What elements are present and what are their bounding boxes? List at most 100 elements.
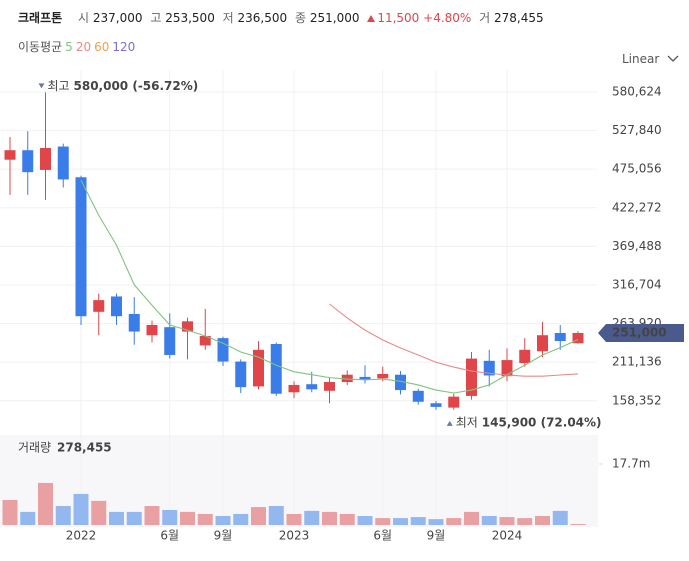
chevron xyxy=(667,55,679,62)
candle-body xyxy=(253,349,264,387)
ma-legend-item: 60 xyxy=(94,40,110,54)
candle-body xyxy=(554,333,566,342)
change-pct: +4.80% xyxy=(423,11,472,25)
candle-body xyxy=(377,373,389,379)
value: 278,455 xyxy=(494,11,544,25)
candle-body xyxy=(466,358,477,396)
price-badge-label: 251,000 xyxy=(612,326,667,340)
ma-legend-item: 20 xyxy=(75,40,92,54)
ma-title: 이동평균 xyxy=(18,40,63,54)
volume-bar xyxy=(2,500,18,525)
candle-body xyxy=(341,374,353,383)
volume-bar xyxy=(517,518,533,525)
candle-body xyxy=(217,338,229,362)
volume-bar xyxy=(268,506,284,525)
candle-body xyxy=(501,360,513,377)
header: 크래프톤 시 237,000 고 253,500 저 236,500 종 251… xyxy=(18,9,544,26)
label: 저 xyxy=(222,11,234,25)
candle-body xyxy=(270,343,282,394)
value: 253,500 xyxy=(165,11,215,25)
volume-bar xyxy=(446,518,462,525)
ma-line xyxy=(80,179,579,394)
volume-bar xyxy=(215,516,231,525)
volume-bar xyxy=(428,519,444,525)
volume-bar xyxy=(304,510,320,525)
scale-label: Linear xyxy=(622,52,660,66)
volume-bar xyxy=(55,506,71,525)
volume-bar xyxy=(20,511,36,525)
volume-bar xyxy=(109,511,124,525)
candle-body xyxy=(519,349,531,364)
ma-legend: 이동평균 5 20 60 120 xyxy=(18,38,138,55)
volume-bar xyxy=(197,513,213,525)
candle-body xyxy=(572,333,584,344)
volume-bar xyxy=(499,517,515,525)
ma-legend-item: 5 xyxy=(65,40,73,54)
candle-body xyxy=(146,324,158,336)
value: 251,000 xyxy=(309,11,360,25)
label: 종 xyxy=(294,11,307,25)
candle-body xyxy=(164,327,176,355)
x-tick-label: 6월 xyxy=(160,529,179,543)
volume-bar xyxy=(286,513,302,525)
annotation-marker xyxy=(446,420,453,426)
y-tick-label: 422,272 xyxy=(612,200,662,214)
volume-bar xyxy=(464,511,479,525)
volume-bar xyxy=(251,507,266,525)
price-badge xyxy=(598,324,684,343)
candle-body xyxy=(359,376,371,380)
volume-bar xyxy=(91,500,107,525)
candle-body xyxy=(22,150,34,173)
volume-bar xyxy=(339,513,355,525)
candle-body xyxy=(537,335,548,352)
up-icon xyxy=(367,15,376,22)
ma-legend-item: 120 xyxy=(112,40,136,54)
volume-bar xyxy=(410,517,426,525)
x-tick-label: 9월 xyxy=(214,529,233,543)
candle-body xyxy=(288,384,300,393)
candle-body xyxy=(235,361,247,388)
volume-bar xyxy=(570,524,586,525)
candle-body xyxy=(128,314,140,332)
candle-body xyxy=(395,374,406,391)
candle-body xyxy=(483,360,495,376)
candle-body xyxy=(448,396,460,408)
candle-body xyxy=(199,335,211,346)
annotation-label: 최고 xyxy=(48,79,70,93)
y-tick-label: 158,352 xyxy=(612,393,662,407)
x-tick-label: 6월 xyxy=(373,529,392,543)
annotation-text: 580,000 (-56.72%) xyxy=(74,79,199,93)
volume-bar xyxy=(126,511,142,525)
volume-bar xyxy=(73,493,89,525)
ma-line xyxy=(329,303,579,377)
change: 11,500 xyxy=(377,11,420,25)
candle-body xyxy=(57,146,69,180)
volume-bar xyxy=(481,516,497,525)
candle-body xyxy=(182,321,193,332)
y-tick-label: 527,840 xyxy=(612,123,662,137)
y-tick-label: 580,624 xyxy=(612,84,662,98)
annotation-text: 145,900 (72.04%) xyxy=(482,415,602,429)
label: 고 xyxy=(150,11,162,25)
volume-bar xyxy=(180,511,195,525)
scale-menu[interactable]: Linear xyxy=(622,52,679,66)
volume-tick-label: 17.7m xyxy=(612,456,650,470)
y-tick-label: 475,056 xyxy=(612,162,662,176)
label: 거 xyxy=(479,11,491,25)
volume-bar xyxy=(162,510,178,525)
volume-bar xyxy=(535,516,550,525)
y-tick-label: 211,136 xyxy=(612,355,662,369)
label: 시 xyxy=(78,11,90,25)
volume-bar xyxy=(393,518,408,525)
annotation-label: 최저 xyxy=(456,415,478,429)
volume-title: 거래량 xyxy=(18,441,51,455)
y-tick-label: 369,488 xyxy=(612,239,662,253)
annotation-marker xyxy=(38,83,45,89)
volume-bar xyxy=(322,511,337,525)
candle-body xyxy=(93,300,105,312)
volume-bar xyxy=(144,506,160,525)
x-tick-label: 9월 xyxy=(427,529,446,543)
volume-value: 278,455 xyxy=(57,441,112,455)
